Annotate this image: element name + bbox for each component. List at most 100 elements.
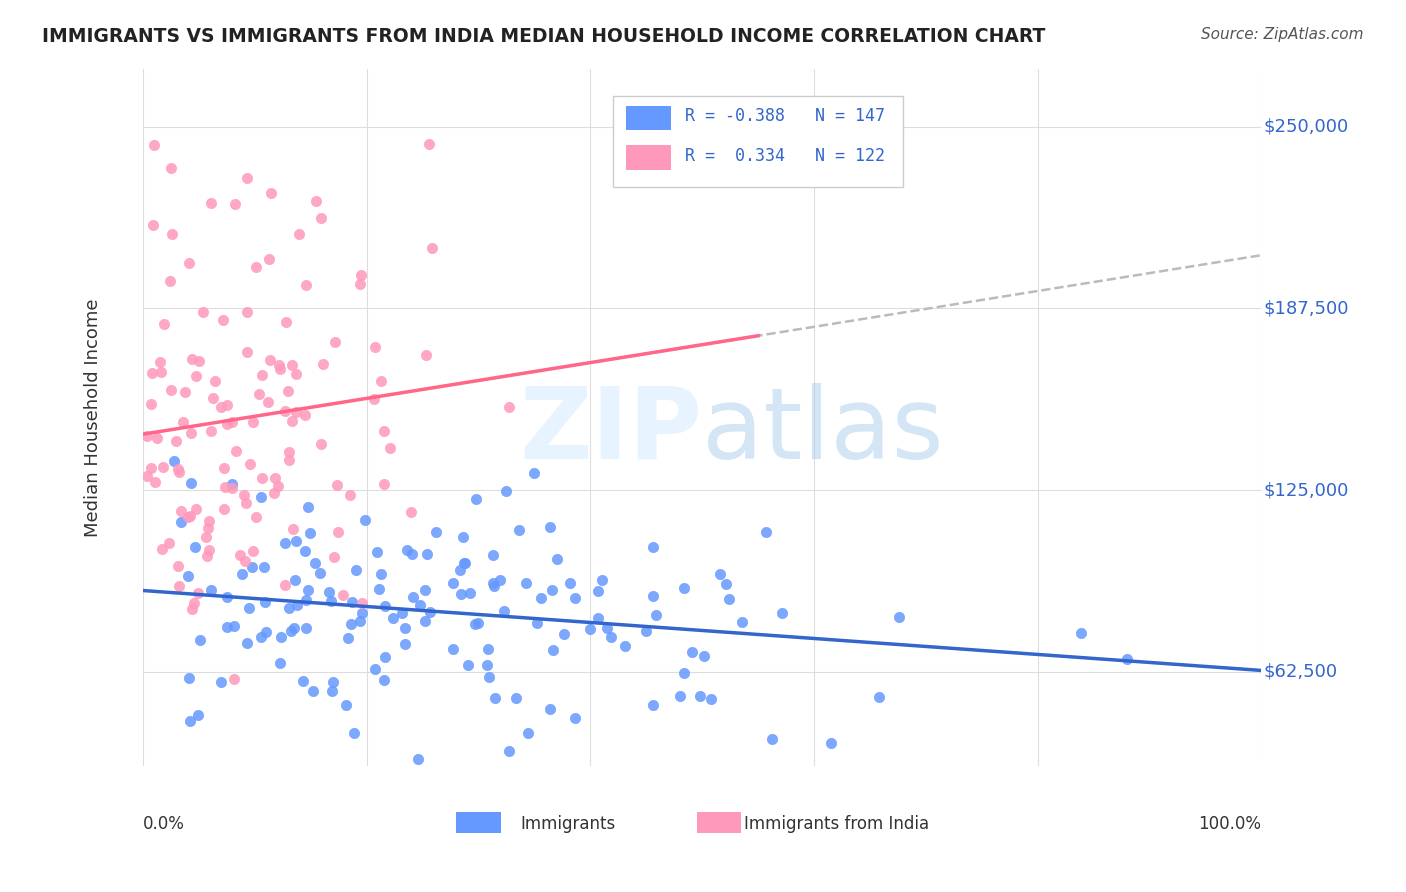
FancyBboxPatch shape	[626, 105, 671, 130]
Point	[373, 424, 395, 438]
Point	[200, 195, 222, 210]
Point	[478, 670, 501, 684]
Point	[181, 602, 204, 616]
Point	[179, 508, 201, 523]
Point	[253, 560, 276, 574]
Point	[495, 483, 517, 498]
Point	[183, 541, 205, 555]
Point	[588, 584, 610, 599]
Point	[396, 542, 419, 557]
Point	[681, 645, 703, 659]
Point	[526, 616, 548, 631]
Point	[211, 675, 233, 690]
Point	[553, 627, 575, 641]
Point	[515, 575, 537, 590]
Point	[382, 611, 405, 625]
Point	[149, 355, 172, 369]
Point	[302, 684, 325, 698]
Point	[596, 621, 619, 635]
Point	[761, 732, 783, 747]
Point	[441, 575, 464, 590]
Point	[285, 534, 308, 549]
Point	[179, 671, 201, 685]
Point	[267, 479, 290, 493]
Point	[229, 548, 252, 562]
Point	[236, 304, 259, 318]
Point	[406, 752, 429, 766]
Point	[467, 616, 489, 631]
Point	[294, 409, 316, 423]
Point	[475, 658, 498, 673]
Point	[449, 563, 471, 577]
Point	[212, 501, 235, 516]
Point	[288, 227, 311, 242]
Point	[250, 631, 273, 645]
FancyBboxPatch shape	[626, 145, 671, 169]
Point	[160, 161, 183, 175]
Point	[887, 610, 910, 624]
Point	[636, 624, 658, 638]
Point	[284, 367, 307, 381]
Point	[558, 576, 581, 591]
Point	[152, 460, 174, 475]
Point	[363, 392, 385, 406]
Point	[453, 530, 475, 544]
Point	[309, 211, 332, 225]
Point	[326, 524, 349, 539]
Point	[425, 525, 447, 540]
Point	[233, 488, 256, 502]
Point	[257, 395, 280, 409]
Point	[309, 566, 332, 581]
Point	[235, 496, 257, 510]
Point	[281, 414, 304, 428]
Point	[274, 404, 297, 418]
Point	[366, 545, 388, 559]
Point	[280, 624, 302, 639]
Point	[235, 170, 257, 185]
Point	[645, 607, 668, 622]
Point	[409, 598, 432, 612]
Point	[538, 701, 561, 715]
Text: atlas: atlas	[702, 383, 943, 480]
Point	[322, 549, 344, 564]
Point	[141, 397, 163, 411]
Point	[250, 368, 273, 382]
FancyBboxPatch shape	[457, 812, 501, 832]
Point	[198, 515, 221, 529]
Point	[297, 582, 319, 597]
Point	[505, 690, 527, 705]
Point	[463, 617, 485, 632]
Point	[770, 607, 793, 621]
Point	[343, 726, 366, 740]
Point	[163, 454, 186, 468]
Point	[692, 649, 714, 664]
Point	[197, 521, 219, 535]
Point	[492, 604, 515, 618]
Point	[149, 365, 172, 379]
Point	[159, 383, 181, 397]
Point	[173, 385, 195, 400]
Point	[217, 620, 239, 634]
Point	[641, 540, 664, 554]
Point	[270, 631, 292, 645]
Point	[145, 475, 167, 490]
Point	[278, 453, 301, 467]
Point	[415, 348, 437, 362]
Point	[373, 599, 395, 613]
Point	[209, 401, 232, 415]
Point	[484, 691, 506, 706]
Point	[564, 710, 586, 724]
Point	[413, 614, 436, 628]
Point	[254, 595, 277, 609]
Text: Immigrants from India: Immigrants from India	[744, 815, 929, 833]
Point	[457, 657, 479, 672]
Point	[187, 586, 209, 600]
Point	[157, 536, 180, 550]
Point	[418, 136, 440, 151]
Point	[278, 445, 301, 459]
Point	[481, 548, 503, 562]
Point	[250, 470, 273, 484]
Point	[394, 637, 416, 651]
Point	[402, 590, 425, 604]
Point	[755, 524, 778, 539]
